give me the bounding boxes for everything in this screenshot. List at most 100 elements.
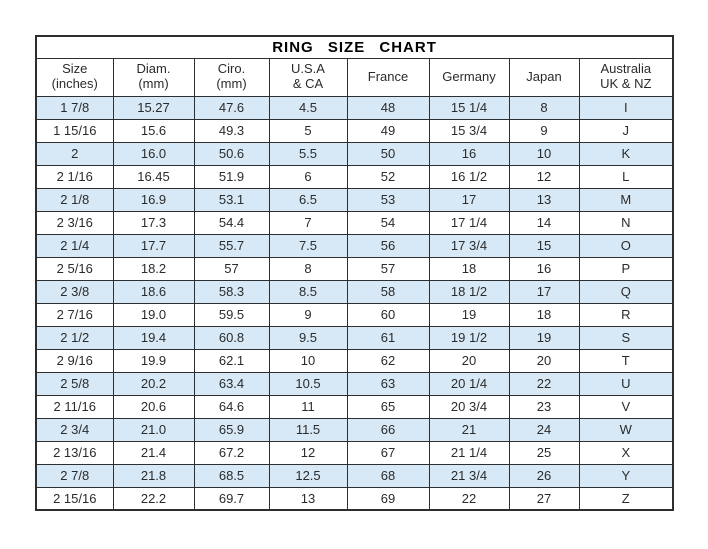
table-cell: 63.4 [193,371,270,396]
table-cell: 13 [268,486,348,511]
table-row: 2 1/4 17.7 55.7 7.5 56 17 3/4 15 O [35,233,674,258]
table-cell: M [578,187,674,212]
table-cell: 2 13/16 [35,440,114,465]
column-header: U.S.A & CA [268,57,348,97]
column-header: Japan [508,57,580,97]
table-cell: 19.9 [112,348,195,373]
table-cell: 18 [508,302,580,327]
table-cell: 22 [508,371,580,396]
table-cell: I [578,95,674,120]
table-cell: 18 1/2 [428,279,510,304]
table-cell: U [578,371,674,396]
table-cell: X [578,440,674,465]
table-cell: 60.8 [193,325,270,350]
table-cell: 21.8 [112,463,195,488]
column-header: Germany [428,57,510,97]
table-cell: T [578,348,674,373]
table-cell: 18.2 [112,256,195,281]
table-cell: 2 1/2 [35,325,114,350]
table-cell: 10 [508,141,580,166]
table-cell: 21 [428,417,510,442]
table-cell: 61 [346,325,430,350]
table-cell: P [578,256,674,281]
table-cell: 7.5 [268,233,348,258]
table-cell: K [578,141,674,166]
table-cell: 8 [268,256,348,281]
table-cell: 16 [428,141,510,166]
table-cell: 13 [508,187,580,212]
table-cell: 2 7/8 [35,463,114,488]
table-row: 2 3/8 18.6 58.3 8.5 58 18 1/2 17 Q [35,279,674,304]
table-cell: J [578,118,674,143]
chart-title: RING SIZE CHART [35,35,674,59]
table-cell: 2 3/16 [35,210,114,235]
table-cell: 2 9/16 [35,348,114,373]
table-cell: V [578,394,674,419]
table-row: 2 15/16 22.2 69.7 13 69 22 27 Z [35,486,674,511]
table-cell: 10.5 [268,371,348,396]
table-cell: 65.9 [193,417,270,442]
table-cell: 20 3/4 [428,394,510,419]
table-row: 2 1/16 16.45 51.9 6 52 16 1/2 12 L [35,164,674,189]
table-cell: 21.0 [112,417,195,442]
table-cell: 5.5 [268,141,348,166]
table-cell: 16.0 [112,141,195,166]
table-cell: 2 1/16 [35,164,114,189]
table-cell: 18 [428,256,510,281]
table-cell: 49 [346,118,430,143]
table-cell: 19 [508,325,580,350]
table-row: 2 5/16 18.2 57 8 57 18 16 P [35,256,674,281]
table-row: 2 5/8 20.2 63.4 10.5 63 20 1/4 22 U [35,371,674,396]
table-cell: S [578,325,674,350]
table-cell: 2 5/16 [35,256,114,281]
table-cell: 8.5 [268,279,348,304]
table-cell: 49.3 [193,118,270,143]
table-cell: L [578,164,674,189]
table-cell: 2 [35,141,114,166]
ring-size-chart-table: RING SIZE CHART Size (inches) Diam. (mm) C… [35,35,675,511]
table-row: 1 15/16 15.6 49.3 5 49 15 3/4 9 J [35,118,674,143]
table-cell: 19.4 [112,325,195,350]
table-cell: 15.27 [112,95,195,120]
table-cell: 54.4 [193,210,270,235]
table-cell: 17 3/4 [428,233,510,258]
table-cell: 9 [268,302,348,327]
table-cell: 16 1/2 [428,164,510,189]
table-cell: 22.2 [112,486,195,511]
table-cell: 65 [346,394,430,419]
table-cell: Q [578,279,674,304]
table-cell: 59.5 [193,302,270,327]
table-cell: 20 [428,348,510,373]
table-row: 2 3/4 21.0 65.9 11.5 66 21 24 W [35,417,674,442]
table-cell: 24 [508,417,580,442]
title-row: RING SIZE CHART [35,35,674,59]
table-cell: 15 [508,233,580,258]
table-cell: 10 [268,348,348,373]
table-cell: R [578,302,674,327]
table-cell: 62.1 [193,348,270,373]
table-cell: 19 [428,302,510,327]
table-cell: 17 1/4 [428,210,510,235]
table-body: 1 7/8 15.27 47.6 4.5 48 15 1/4 8 I 1 15/16 15.6 49… [35,95,674,511]
table-cell: 22 [428,486,510,511]
table-cell: 64.6 [193,394,270,419]
column-header: France [346,57,430,97]
table-cell: 47.6 [193,95,270,120]
table-cell: 62 [346,348,430,373]
table-row: 2 3/16 17.3 54.4 7 54 17 1/4 14 N [35,210,674,235]
table-cell: 58 [346,279,430,304]
table-cell: 12 [508,164,580,189]
table-cell: 14 [508,210,580,235]
table-cell: 58.3 [193,279,270,304]
table-cell: 16.9 [112,187,195,212]
table-cell: 17.7 [112,233,195,258]
table-cell: 23 [508,394,580,419]
table-cell: 60 [346,302,430,327]
table-cell: 8 [508,95,580,120]
table-cell: 57 [193,256,270,281]
table-cell: 20 [508,348,580,373]
table-cell: 63 [346,371,430,396]
table-cell: 21 3/4 [428,463,510,488]
table-cell: 19.0 [112,302,195,327]
ring-size-chart: RING SIZE CHART Size (inches) Diam. (mm) C… [35,35,675,511]
